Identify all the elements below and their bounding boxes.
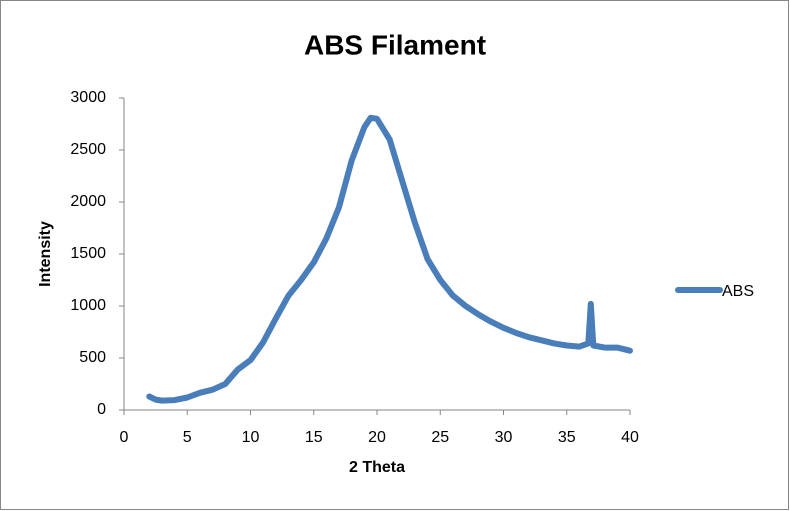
- y-tick-label: 0: [97, 401, 106, 418]
- y-tick-label: 1000: [70, 297, 106, 314]
- y-tick-label: 3000: [70, 89, 106, 106]
- x-axis-label: 2 Theta: [349, 459, 405, 476]
- x-tick-label: 10: [242, 429, 260, 446]
- x-tick-label: 20: [368, 429, 386, 446]
- y-tick-label: 2000: [70, 193, 106, 210]
- x-tick-label: 15: [305, 429, 323, 446]
- y-tick-label: 1500: [70, 245, 106, 262]
- legend-label: ABS: [722, 283, 754, 300]
- chart-title: ABS Filament: [304, 29, 486, 60]
- x-tick-label: 25: [431, 429, 449, 446]
- x-tick-label: 40: [621, 429, 639, 446]
- y-axis-label: Intensity: [37, 221, 54, 287]
- x-tick-label: 0: [120, 429, 129, 446]
- data-line: [146, 114, 633, 404]
- y-tick-label: 2500: [70, 141, 106, 158]
- y-tick-label: 500: [79, 349, 106, 366]
- x-tick-label: 5: [183, 429, 192, 446]
- x-tick-label: 35: [558, 429, 576, 446]
- x-tick-label: 30: [495, 429, 513, 446]
